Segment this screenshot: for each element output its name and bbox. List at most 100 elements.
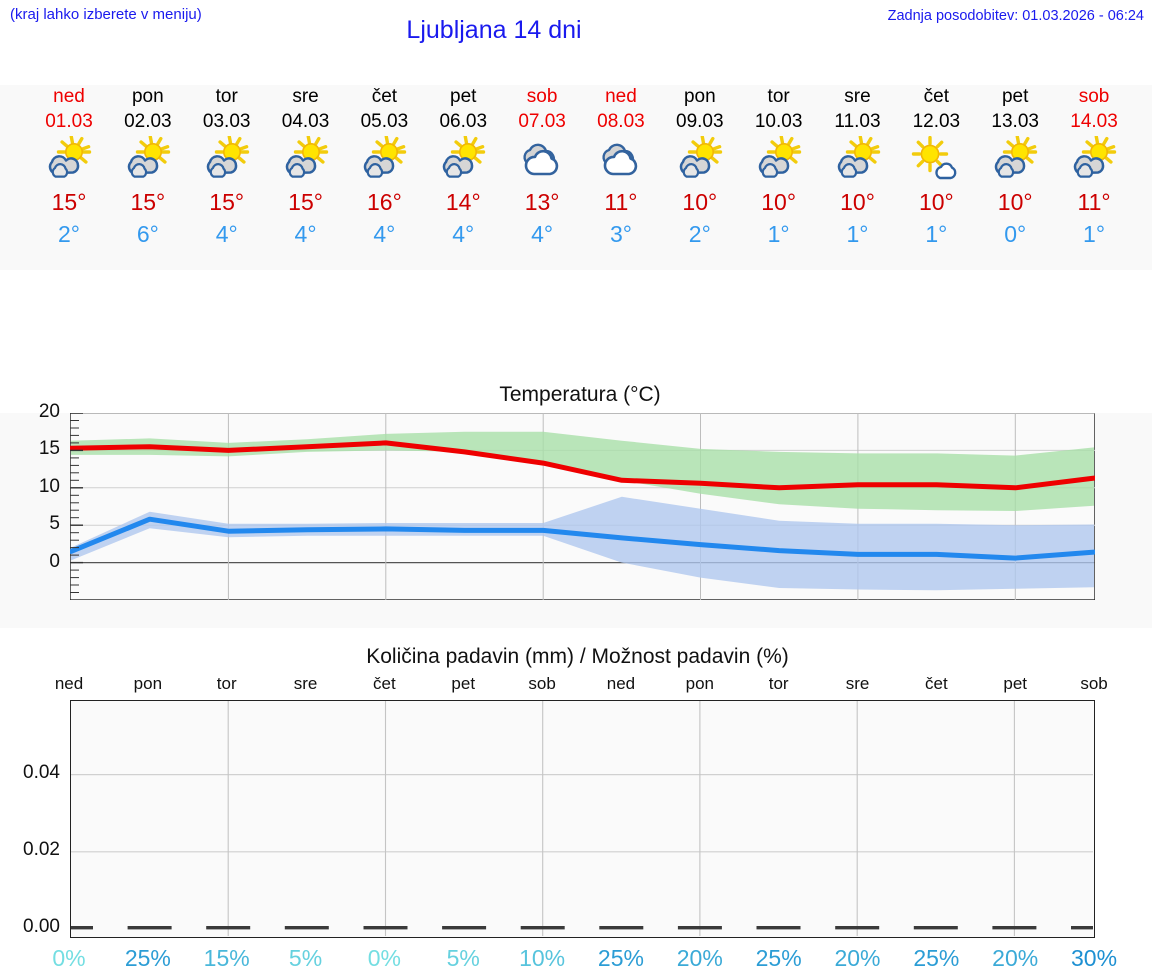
temp-max-label: 10° (918, 189, 954, 215)
day-of-week-label: ned (53, 86, 85, 107)
temp-max-label: 10° (840, 189, 875, 215)
day-date-label: 01.03 (45, 111, 93, 132)
day-of-week-label: sre (844, 86, 871, 107)
precipitation-day-label: pon (133, 674, 163, 693)
day-of-week-label: sob (1078, 86, 1110, 107)
day-column[interactable]: ned 08.03 11° 3° (581, 85, 660, 249)
precipitation-plot-area (49, 700, 1115, 938)
temp-min-label: 6° (136, 221, 159, 247)
day-column[interactable]: pon 02.03 15° 6° (108, 85, 187, 249)
temp-max-label: 10° (682, 189, 718, 215)
temp-max-label: 14° (445, 189, 481, 215)
temp-max-label: 10° (997, 189, 1033, 215)
temp-min-label: 2° (58, 221, 80, 247)
page-header: (kraj lahko izberete v meniju) Ljubljana… (0, 0, 1152, 60)
temp-min-label: 3° (609, 221, 632, 247)
precipitation-probability-label: 20% (992, 945, 1039, 971)
precipitation-plot-svg (49, 701, 1115, 936)
day-column[interactable]: sre 04.03 15° 4° (266, 85, 345, 249)
temp-max-label: 11° (604, 189, 638, 215)
day-date-label: 05.03 (360, 111, 409, 132)
temp-min-label: 2° (688, 221, 711, 247)
precipitation-day-label: tor (768, 674, 789, 693)
day-of-week-label: čet (371, 86, 398, 107)
day-of-week-label: ned (605, 86, 637, 107)
day-column[interactable]: ned 01.03 15° 2° (30, 85, 109, 249)
precipitation-y-tick-label: 0.04 (23, 761, 60, 783)
day-date-label: 08.03 (597, 111, 645, 132)
temp-max-label: 11° (1077, 189, 1111, 215)
precipitation-day-label: pon (685, 674, 714, 693)
sun-behind-cloud-icon (187, 136, 266, 186)
temp-max-label: 16° (367, 189, 402, 215)
sun-behind-cloud-icon (818, 136, 897, 186)
daily-forecast-strip: ned 01.03 15° 2° pon 02.03 15° 6° tor 03.03 15°… (0, 85, 1152, 270)
day-column[interactable]: sob 14.03 11° 1° (1055, 85, 1134, 249)
temp-max-label: 15° (130, 189, 166, 215)
day-date-label: 12.03 (912, 111, 961, 132)
precipitation-day-label: sob (1080, 674, 1108, 693)
temp-min-label: 4° (452, 221, 475, 247)
temp-min-label: 1° (767, 221, 790, 247)
sun-behind-cloud-icon (424, 136, 503, 186)
temp-max-label: 15° (209, 189, 245, 215)
precipitation-probability-label: 25% (124, 945, 171, 971)
precipitation-probability-label: 0% (367, 945, 402, 971)
temp-min-label: 0° (1004, 221, 1027, 247)
day-date-label: 10.03 (754, 111, 803, 132)
day-of-week-label: pet (450, 86, 477, 107)
page-title: Ljubljana 14 dni (406, 16, 582, 44)
day-of-week-label: pon (131, 86, 164, 107)
day-date-label: 03.03 (202, 111, 251, 132)
precipitation-day-label: čet (925, 674, 948, 693)
precipitation-probability-label: 20% (834, 945, 881, 971)
temperature-plot-area (68, 412, 1097, 601)
day-column[interactable]: pet 13.03 10° 0° (976, 85, 1055, 249)
day-column[interactable]: sre 11.03 10° 1° (818, 85, 897, 249)
precipitation-day-label: pet (1003, 674, 1027, 693)
day-of-week-label: tor (767, 86, 790, 107)
sun-behind-cloud-icon (660, 136, 739, 186)
temperature-y-tick-label: 10 (38, 475, 60, 497)
day-column[interactable]: čet 12.03 10° 1° (897, 85, 976, 249)
precipitation-y-tick-label: 0.00 (23, 916, 60, 937)
day-column[interactable]: sob 07.03 13° 4° (503, 85, 582, 249)
temp-min-label: 1° (925, 221, 948, 247)
day-of-week-label: sob (526, 86, 558, 107)
precipitation-probability-label: 0% (52, 945, 86, 971)
precipitation-probability-label: 5% (288, 945, 323, 971)
day-of-week-label: tor (215, 86, 238, 107)
sun-behind-cloud-icon (1055, 136, 1134, 186)
precipitation-probability-label: 25% (597, 945, 644, 971)
precipitation-probability-label: 20% (676, 945, 723, 971)
day-column[interactable]: tor 03.03 15° 4° (187, 85, 266, 249)
day-column[interactable]: tor 10.03 10° 1° (739, 85, 818, 249)
sun-behind-cloud-icon (30, 136, 109, 186)
precipitation-day-label: tor (216, 674, 237, 693)
day-column[interactable]: pet 06.03 14° 4° (424, 85, 503, 249)
temp-min-label: 1° (846, 221, 869, 247)
sun-behind-cloud-icon (108, 136, 187, 186)
day-column[interactable]: čet 05.03 16° 4° (345, 85, 424, 249)
precipitation-chart-section: Količina padavin (mm) / Možnost padavin … (0, 645, 1152, 975)
day-date-label: 09.03 (676, 111, 724, 132)
temperature-y-tick-label: 5 (49, 513, 60, 535)
precipitation-day-label: sre (845, 674, 870, 693)
temp-min-label: 4° (294, 221, 317, 247)
precipitation-day-label: sre (293, 674, 318, 693)
day-of-week-label: sre (292, 86, 319, 107)
sun-behind-cloud-icon (739, 136, 818, 186)
day-column[interactable]: pon 09.03 10° 2° (660, 85, 739, 249)
day-date-label: 04.03 (281, 111, 330, 132)
precipitation-y-tick-label: 0.02 (23, 838, 60, 860)
temp-max-label: 15° (288, 189, 323, 215)
day-of-week-label: čet (923, 86, 950, 107)
temp-min-label: 4° (531, 221, 554, 247)
precipitation-probability-label: 15% (203, 945, 250, 971)
sun-behind-cloud-icon (266, 136, 345, 186)
cloudy-icon (503, 136, 582, 186)
temp-min-label: 4° (373, 221, 396, 247)
day-date-label: 02.03 (124, 111, 172, 132)
precipitation-probability-label: 5% (446, 945, 480, 971)
